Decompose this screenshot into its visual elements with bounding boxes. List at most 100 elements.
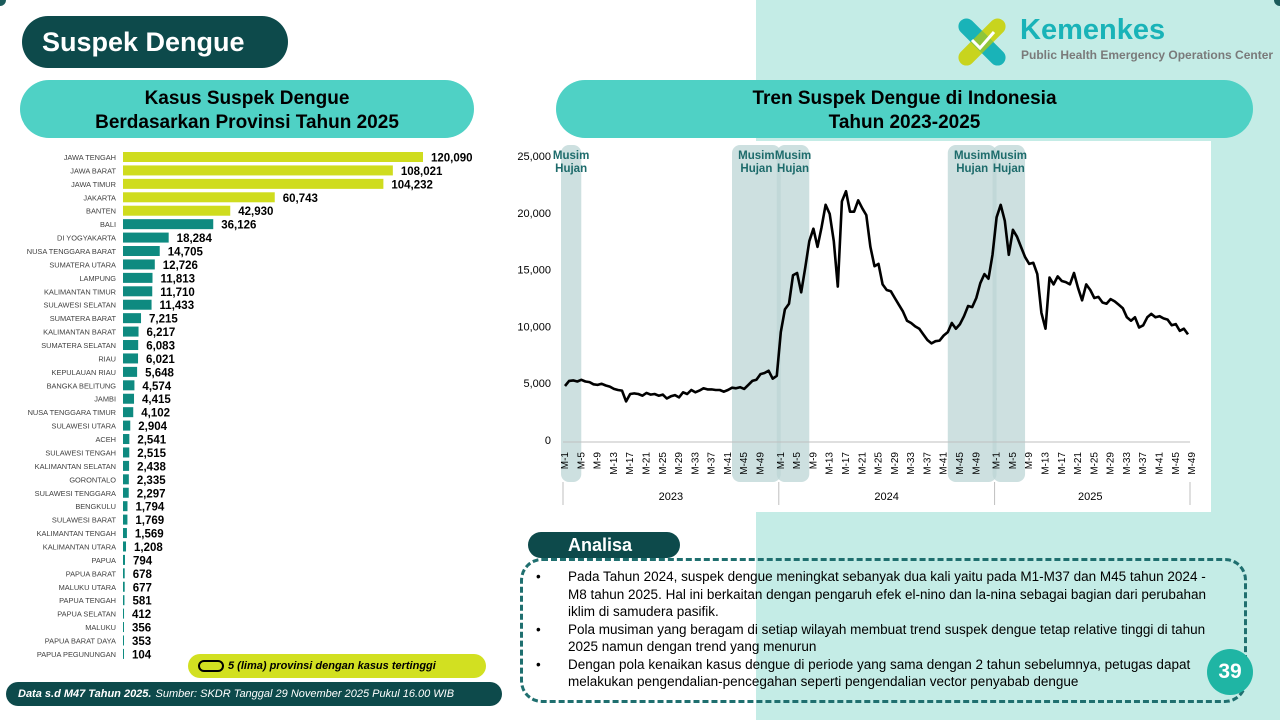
bar-value-label: 4,102 (141, 408, 170, 420)
x-tick-label: M-33 (906, 452, 917, 475)
bar (123, 313, 142, 324)
bar-category-label: NUSA TENGGARA BARAT (27, 247, 117, 256)
bar-category-label: SULAWESI SELATAN (43, 301, 116, 310)
season-label: Hujan (993, 163, 1025, 175)
bar-category-label: KALIMANTAN BARAT (43, 328, 116, 337)
bar-category-label: LAMPUNG (79, 274, 116, 283)
bar-value-label: 36,126 (221, 220, 256, 232)
bar (123, 568, 125, 579)
corner-dot-left (0, 0, 6, 6)
province-bar-chart: JAWA TENGAH 120,090 JAWA BARAT 108,021 JAWA … (27, 152, 473, 661)
province-chart-title-line1: Kasus Suspek Dengue (144, 88, 350, 109)
bar (123, 608, 125, 619)
bar (123, 434, 130, 445)
x-tick-label: M-29 (890, 452, 901, 475)
x-tick-label: M-45 (955, 452, 966, 475)
season-band (947, 145, 997, 482)
bar-category-label: MALUKU (85, 623, 116, 632)
trend-chart-background (514, 141, 1211, 512)
bar-value-label: 104 (132, 649, 152, 661)
bar (123, 501, 128, 512)
bar-value-label: 18,284 (177, 233, 213, 245)
bar-value-label: 11,433 (160, 300, 195, 312)
bar-value-label: 4,415 (142, 394, 171, 406)
bar-value-label: 412 (132, 609, 151, 621)
bar-value-label: 6,083 (146, 341, 175, 353)
year-label: 2024 (874, 491, 898, 503)
bar (123, 366, 138, 377)
bar-value-label: 14,705 (168, 247, 204, 259)
bar (123, 340, 139, 351)
season-label: Hujan (740, 163, 772, 175)
bar (123, 635, 124, 646)
x-tick-label: M-17 (1057, 452, 1068, 475)
bar-value-label: 1,794 (135, 502, 164, 514)
x-tick-label: M-37 (707, 452, 718, 475)
bar (123, 246, 160, 257)
bar (123, 554, 125, 565)
bar (123, 205, 231, 216)
logo-subtitle: Public Health Emergency Operations Cente… (1021, 48, 1274, 62)
bar-category-label: ACEH (95, 435, 116, 444)
bar (123, 487, 129, 498)
season-label: Musim (738, 150, 774, 162)
x-tick-label: M-21 (641, 452, 652, 475)
bar-value-label: 11,710 (160, 287, 195, 299)
bar-value-label: 104,232 (391, 179, 433, 191)
bar (123, 353, 139, 364)
x-tick-label: M-41 (939, 452, 950, 475)
y-tick-label: 10,000 (517, 321, 551, 333)
y-tick-label: 20,000 (517, 208, 551, 220)
bar-value-label: 6,021 (146, 354, 175, 366)
trend-line-chart: MusimHujanMusimHujanMusimHujanMusimHujan… (517, 145, 1198, 505)
x-tick-label: M-13 (609, 452, 620, 475)
logo-name: Kemenkes (1020, 14, 1166, 46)
x-tick-label: M-1 (992, 452, 1003, 470)
bar (123, 219, 214, 230)
season-label: Musim (954, 150, 990, 162)
bar-category-label: JAKARTA (83, 193, 116, 202)
y-tick-label: 5,000 (523, 378, 551, 390)
bar-value-label: 678 (133, 569, 153, 581)
highlight-legend: 5 (lima) provinsi dengan kasus tertinggi (188, 654, 486, 678)
x-tick-label: M-13 (825, 452, 836, 475)
province-chart-title-line2: Berdasarkan Provinsi Tahun 2025 (95, 112, 399, 133)
bar-value-label: 42,930 (238, 206, 273, 218)
bar (123, 393, 135, 404)
bar-category-label: BANTEN (86, 207, 116, 216)
bar-category-label: BENGKULU (75, 502, 116, 511)
analysis-point: Pada Tahun 2024, suspek dengue meningkat… (536, 568, 1216, 621)
bar-value-label: 2,515 (137, 448, 166, 460)
bar-category-label: PAPUA BARAT (66, 569, 117, 578)
x-tick-label: M-25 (874, 452, 885, 475)
season-label: Hujan (777, 163, 809, 175)
bar-value-label: 4,574 (142, 381, 171, 393)
analysis-point: Dengan pola kenaikan kasus dengue di per… (536, 656, 1216, 691)
bar (123, 286, 153, 297)
bar-category-label: SUMATERA UTARA (49, 260, 116, 269)
bar-category-label: JAMBI (94, 395, 116, 404)
bar-value-label: 108,021 (401, 166, 443, 178)
bar (123, 407, 134, 418)
bar-value-label: 11,813 (161, 273, 196, 285)
bar (123, 152, 423, 162)
bar-category-label: PAPUA SELATAN (57, 610, 116, 619)
analysis-box (520, 558, 1247, 703)
analysis-list: Pada Tahun 2024, suspek dengue meningkat… (536, 568, 1216, 691)
bar-category-label: PAPUA PEGUNUNGAN (37, 650, 116, 659)
trend-series-line (563, 189, 1190, 403)
x-tick-label: M-21 (1073, 452, 1084, 475)
highlight-legend-text: 5 (lima) provinsi dengan kasus tertinggi (228, 660, 436, 672)
bar (123, 460, 130, 471)
bar (123, 648, 124, 659)
kemenkes-logo: Kemenkes Public Health Emergency Operati… (950, 10, 1274, 74)
bar (123, 622, 124, 633)
bar (123, 178, 384, 189)
bar (123, 581, 125, 592)
x-tick-label: M-45 (1171, 452, 1182, 475)
x-tick-label: M-41 (1154, 452, 1165, 475)
bar-value-label: 353 (132, 636, 151, 648)
bar-value-label: 12,726 (163, 260, 198, 272)
bar-category-label: BANGKA BELITUNG (47, 381, 117, 390)
bar-category-label: SULAWESI TENGGARA (35, 489, 116, 498)
